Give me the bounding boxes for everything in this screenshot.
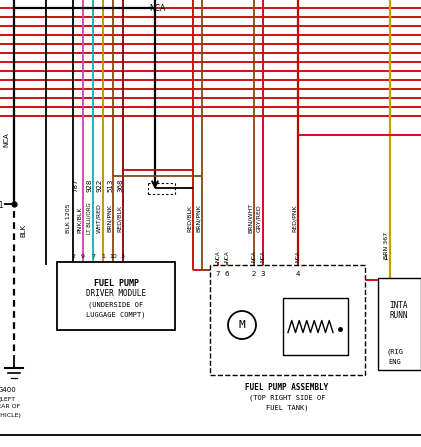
Text: NCA: NCA [261,250,266,262]
Text: 928: 928 [87,178,93,192]
Text: BRN/WHT: BRN/WHT [248,203,253,233]
Text: NCA: NCA [251,250,256,262]
Text: (LEFT: (LEFT [0,396,16,401]
Text: 2: 2 [71,254,75,259]
Text: 7: 7 [91,254,95,259]
Text: 10: 10 [109,254,117,259]
Text: 1: 1 [383,255,387,261]
Text: ENG: ENG [389,359,401,365]
Text: NCA: NCA [216,250,221,262]
Text: INTA: INTA [390,300,408,309]
Text: 9: 9 [81,254,85,259]
Text: LUGGAGE COMPT): LUGGAGE COMPT) [86,312,146,318]
Text: GRY/RED: GRY/RED [256,204,261,232]
Text: 368: 368 [117,178,123,192]
Text: 3: 3 [261,271,265,277]
Text: 7: 7 [216,271,220,277]
Text: (TOP RIGHT SIDE OF: (TOP RIGHT SIDE OF [249,395,325,401]
Text: NCA: NCA [224,250,229,262]
Text: PNK/BLK: PNK/BLK [77,207,82,233]
Text: NCA: NCA [296,250,301,262]
Text: G400: G400 [0,387,16,393]
Text: (UNDERSIDE OF: (UNDERSIDE OF [88,302,144,308]
Text: RED/BLK: RED/BLK [187,204,192,232]
Bar [378,278,421,370]
Text: FUEL PUMP: FUEL PUMP [93,278,139,287]
Text: LT BLU/ORG: LT BLU/ORG [86,202,91,234]
Bar [283,298,348,355]
Text: BRN/PNK: BRN/PNK [107,204,112,232]
Text: 1: 1 [101,254,105,259]
Text: M: M [239,320,245,330]
Text: (RIG: (RIG [386,349,403,355]
Text: RED/PNK: RED/PNK [291,204,296,232]
Text: 922: 922 [97,178,103,192]
Text: 2: 2 [252,271,256,277]
Text: NCA: NCA [149,4,165,13]
Text: 451: 451 [0,201,4,210]
Text: FUEL TANK): FUEL TANK) [266,405,308,411]
Text: 3: 3 [121,254,125,259]
Text: RED/BLK: RED/BLK [117,204,122,232]
Text: 6: 6 [225,271,229,277]
Text: VEHICLE): VEHICLE) [0,413,21,417]
Text: DRIVER MODULE: DRIVER MODULE [86,290,146,299]
Text: 4: 4 [296,271,300,277]
Text: NCA: NCA [3,133,9,148]
Text: BRN/PNK: BRN/PNK [195,204,200,232]
Text: WHT/RED: WHT/RED [96,203,101,233]
Bar [210,265,365,375]
Text: 513: 513 [107,178,113,192]
Text: BLK: BLK [20,224,26,236]
Text: 787: 787 [72,178,78,192]
Text: BLK 1205: BLK 1205 [67,203,72,233]
Text: REAR OF: REAR OF [0,405,21,409]
Bar [57,262,175,330]
Text: FUEL PUMP ASSEMBLY: FUEL PUMP ASSEMBLY [245,384,329,392]
Text: RUNN: RUNN [390,311,408,320]
Text: BRN 367: BRN 367 [384,232,389,258]
